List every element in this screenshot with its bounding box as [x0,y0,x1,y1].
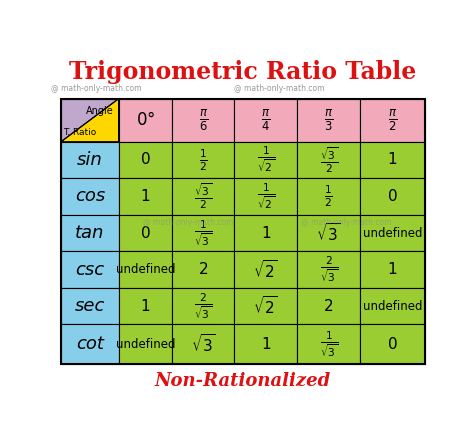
Bar [173,215,234,251]
Bar [61,142,118,178]
Bar [360,142,425,178]
Text: $0°$: $0°$ [136,111,155,129]
Bar [360,325,425,364]
Text: 1: 1 [388,153,397,168]
Bar [118,178,173,215]
Text: $\frac{\pi}{4}$: $\frac{\pi}{4}$ [261,108,270,133]
Bar [297,251,360,288]
Text: Angle: Angle [86,106,114,116]
Text: $\sqrt{3}$: $\sqrt{3}$ [316,222,341,244]
Text: $\frac{\sqrt{3}}{2}$: $\frac{\sqrt{3}}{2}$ [194,182,212,211]
Bar [360,215,425,251]
Text: @ math-only-math.com: @ math-only-math.com [235,84,325,93]
Text: sin: sin [77,151,103,169]
Bar [297,288,360,325]
Bar [61,178,118,215]
Text: @ math-only-math.com: @ math-only-math.com [143,218,233,227]
Bar [61,325,118,364]
Bar [360,99,425,142]
Text: $\frac{\pi}{2}$: $\frac{\pi}{2}$ [388,108,397,133]
Bar [234,142,297,178]
Bar [173,178,234,215]
Text: cot: cot [76,335,104,353]
Text: 2: 2 [324,299,333,314]
Text: 1: 1 [388,262,397,277]
Text: Non-Rationalized: Non-Rationalized [155,372,331,390]
Text: @ math-only-math.com: @ math-only-math.com [51,84,141,93]
Bar [61,99,425,364]
Bar [61,251,118,288]
Text: $\frac{1}{\sqrt{3}}$: $\frac{1}{\sqrt{3}}$ [194,219,212,247]
Bar [297,142,360,178]
Bar [61,215,118,251]
Text: 1: 1 [261,225,271,240]
Bar [173,325,234,364]
Bar [61,288,118,325]
Text: $\frac{1}{\sqrt{2}}$: $\frac{1}{\sqrt{2}}$ [256,182,274,211]
Text: $\frac{1}{\sqrt{3}}$: $\frac{1}{\sqrt{3}}$ [319,329,337,359]
Text: 0: 0 [141,153,150,168]
Bar [173,99,234,142]
Bar [234,215,297,251]
Text: 1: 1 [261,336,271,351]
Bar [118,325,173,364]
Bar [297,178,360,215]
Bar [297,99,360,142]
Text: tan: tan [75,224,104,242]
Bar [297,325,360,364]
Bar [360,251,425,288]
Text: @ math-only-math.com: @ math-only-math.com [301,218,391,227]
Text: cos: cos [75,187,105,206]
Bar [173,288,234,325]
Bar [118,142,173,178]
Bar [118,215,173,251]
Text: $\sqrt{2}$: $\sqrt{2}$ [253,258,278,280]
Bar [173,142,234,178]
Text: $\frac{2}{\sqrt{3}}$: $\frac{2}{\sqrt{3}}$ [194,292,212,321]
Text: undefined: undefined [116,263,175,276]
Text: undefined: undefined [363,227,422,239]
Polygon shape [61,99,118,142]
Text: undefined: undefined [116,337,175,351]
Text: $\frac{2}{\sqrt{3}}$: $\frac{2}{\sqrt{3}}$ [319,255,337,284]
Polygon shape [61,99,118,142]
Bar [234,99,297,142]
Text: $\frac{1}{2}$: $\frac{1}{2}$ [324,184,333,209]
Text: $\frac{1}{\sqrt{2}}$: $\frac{1}{\sqrt{2}}$ [256,146,274,175]
Text: undefined: undefined [363,299,422,313]
Bar [118,99,173,142]
Text: 2: 2 [199,262,208,277]
Bar [118,251,173,288]
Text: 1: 1 [141,299,150,314]
Bar [360,178,425,215]
Text: sec: sec [74,297,105,315]
Text: $\frac{1}{2}$: $\frac{1}{2}$ [199,147,208,173]
Text: Trigonometric Ratio Table: Trigonometric Ratio Table [69,60,417,84]
Bar [360,288,425,325]
Text: $\frac{\sqrt{3}}{2}$: $\frac{\sqrt{3}}{2}$ [319,145,337,175]
Text: 0: 0 [141,225,150,240]
Bar [118,288,173,325]
Bar [234,325,297,364]
Text: 0: 0 [388,189,397,204]
Text: T. Ratio: T. Ratio [63,128,96,137]
Text: $\frac{\pi}{3}$: $\frac{\pi}{3}$ [324,108,333,133]
Text: $\frac{\pi}{6}$: $\frac{\pi}{6}$ [199,108,208,133]
Text: $\sqrt{2}$: $\sqrt{2}$ [253,295,278,317]
Text: csc: csc [75,261,104,279]
Text: 0: 0 [388,336,397,351]
Text: $\sqrt{3}$: $\sqrt{3}$ [191,333,216,355]
Bar [234,251,297,288]
Bar [297,215,360,251]
Bar [173,251,234,288]
Text: 1: 1 [141,189,150,204]
Bar [234,178,297,215]
Bar [234,288,297,325]
